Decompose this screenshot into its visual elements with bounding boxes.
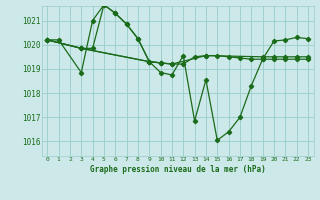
X-axis label: Graphe pression niveau de la mer (hPa): Graphe pression niveau de la mer (hPa) bbox=[90, 165, 266, 174]
